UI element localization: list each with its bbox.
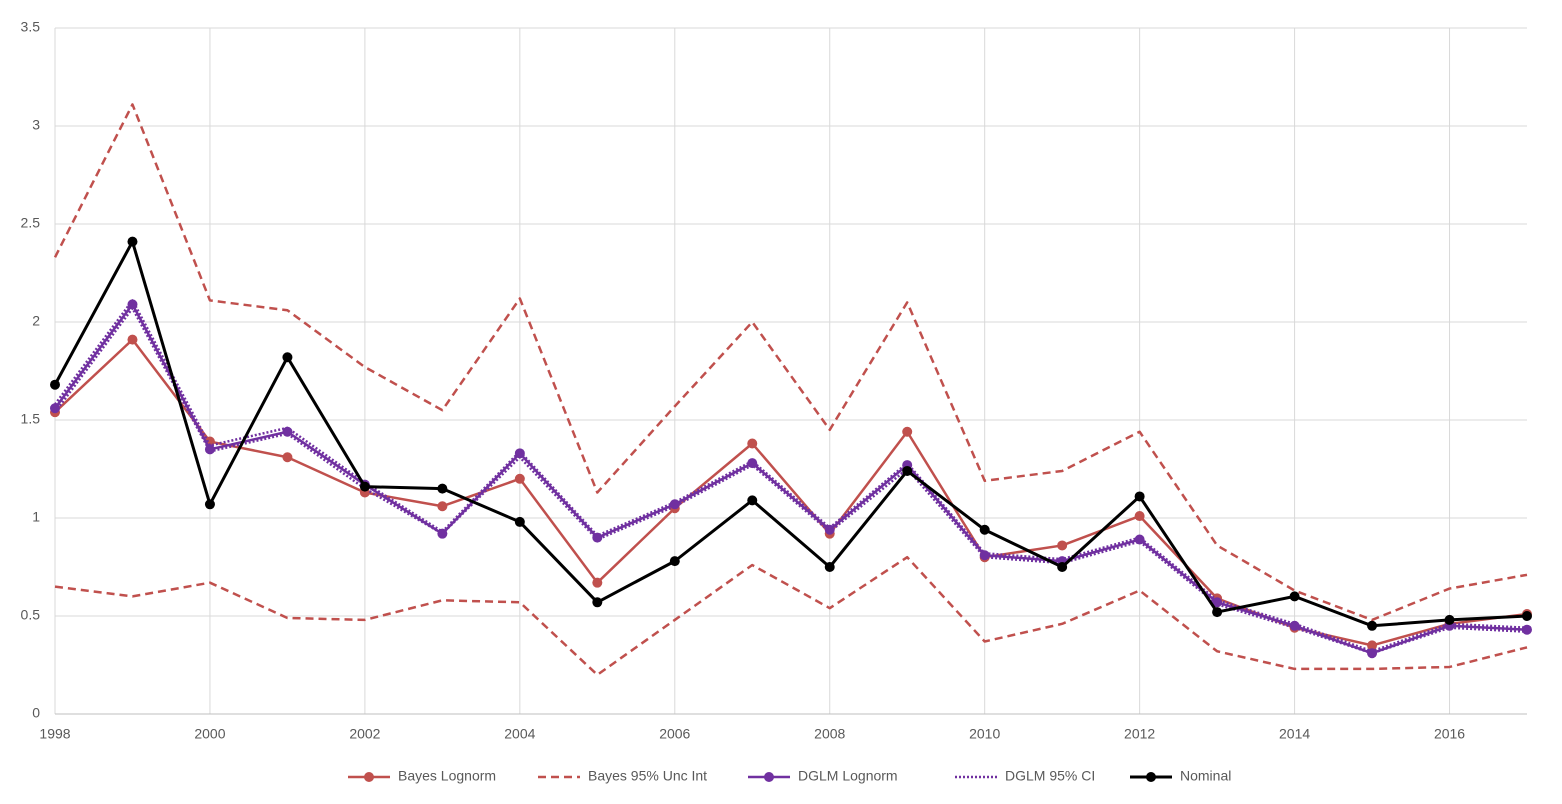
series-line <box>53 103 1528 622</box>
legend-marker <box>764 772 774 782</box>
data-point <box>50 379 60 390</box>
data-point <box>1134 511 1145 522</box>
data-point <box>1367 620 1378 631</box>
data-point <box>592 577 603 588</box>
data-point <box>1134 491 1145 502</box>
data-point <box>437 483 448 494</box>
data-point <box>204 499 215 510</box>
data-point <box>747 438 758 449</box>
x-tick-label: 2008 <box>814 726 845 742</box>
y-tick-label: 1 <box>32 509 40 525</box>
y-tick-label: 2.5 <box>21 215 41 231</box>
data-point <box>1057 562 1068 572</box>
x-tick-label: 2002 <box>349 726 380 742</box>
x-tick-label: 2016 <box>1434 726 1465 742</box>
y-tick-label: 3.5 <box>21 19 41 35</box>
data-point <box>50 403 60 414</box>
data-point <box>1057 540 1068 551</box>
data-point <box>979 550 990 561</box>
data-point <box>592 597 603 608</box>
y-tick-label: 2 <box>32 313 40 329</box>
data-point <box>824 562 835 572</box>
data-point <box>204 444 215 455</box>
y-tick-label: 0.5 <box>21 607 41 623</box>
data-point <box>514 473 525 484</box>
legend-label: Nominal <box>1180 768 1231 784</box>
series-line <box>53 307 1528 655</box>
series-line <box>54 555 1528 677</box>
data-point <box>282 452 293 463</box>
series-line <box>53 299 1528 653</box>
data-point <box>1522 611 1532 621</box>
data-point <box>282 352 293 363</box>
data-point <box>127 334 138 345</box>
x-tick-label: 1998 <box>39 726 70 742</box>
data-point <box>669 556 680 567</box>
data-point <box>127 236 138 247</box>
data-point <box>359 481 370 492</box>
series-line <box>53 303 1528 655</box>
data-point <box>824 524 835 535</box>
legend-label: DGLM Lognorm <box>798 768 898 784</box>
y-tick-label: 1.5 <box>21 411 41 427</box>
legend-label: Bayes 95% Unc Int <box>588 768 707 784</box>
legend-label: Bayes Lognorm <box>398 768 496 784</box>
data-point <box>1367 640 1378 651</box>
data-point <box>902 426 913 437</box>
data-point <box>1522 624 1532 635</box>
x-tick-label: 2014 <box>1279 726 1310 742</box>
x-tick-label: 2010 <box>969 726 1000 742</box>
data-point <box>514 516 525 527</box>
x-tick-label: 2000 <box>194 726 225 742</box>
data-point <box>1289 591 1300 602</box>
x-tick-label: 2004 <box>504 726 535 742</box>
y-tick-label: 3 <box>32 117 40 133</box>
legend-marker <box>364 772 374 782</box>
data-point <box>979 524 990 535</box>
data-point <box>1444 614 1455 625</box>
data-point <box>437 501 448 512</box>
x-tick-label: 2006 <box>659 726 690 742</box>
legend-marker <box>1146 772 1156 782</box>
data-point <box>747 495 758 506</box>
y-tick-label: 0 <box>32 705 40 721</box>
series-line <box>53 240 1528 628</box>
data-point <box>902 465 913 476</box>
data-point <box>669 499 680 510</box>
legend-label: DGLM 95% CI <box>1005 768 1095 784</box>
data-point <box>1212 607 1223 618</box>
x-tick-label: 2012 <box>1124 726 1155 742</box>
